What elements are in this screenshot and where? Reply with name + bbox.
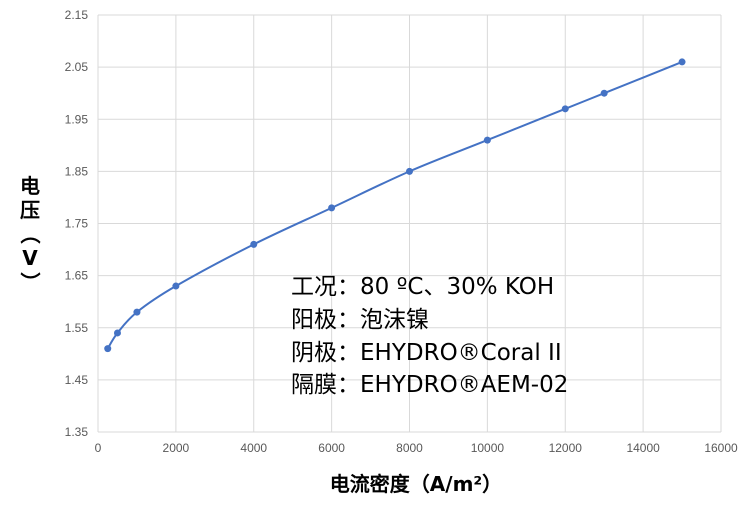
annotation-membrane: 隔膜：EHYDRO®AEM-02 <box>291 372 568 398</box>
y-tick-label: 1.95 <box>65 112 89 126</box>
y-axis-title-char: 压 <box>20 198 40 222</box>
y-tick-label: 1.35 <box>65 425 89 439</box>
x-tick-label: 16000 <box>704 441 738 455</box>
x-tick-label: 2000 <box>163 441 190 455</box>
y-tick-label: 1.55 <box>65 321 89 335</box>
x-tick-label: 12000 <box>549 441 583 455</box>
data-point <box>113 329 121 337</box>
y-tick-label: 2.05 <box>65 60 89 74</box>
y-axis-title-char: ） <box>18 272 42 292</box>
x-tick-label: 8000 <box>396 441 423 455</box>
x-tick-label: 4000 <box>240 441 267 455</box>
data-points <box>104 58 686 353</box>
data-point <box>172 282 180 290</box>
annotation-box: 工况：80 ºC、30% KOH 阳极：泡沫镍 阴极：EHYDRO®Coral … <box>291 274 568 398</box>
y-axis-title-char: 电 <box>20 174 40 198</box>
annotation-cathode: 阴极：EHYDRO®Coral II <box>291 340 562 366</box>
y-axis-title-char: V <box>22 246 38 270</box>
x-axis-title: 电流密度（A/m²） <box>330 472 502 496</box>
data-point <box>406 167 413 175</box>
x-tick-label: 14000 <box>626 441 660 455</box>
data-point <box>678 58 686 66</box>
y-tick-label: 2.15 <box>65 8 89 22</box>
series-line <box>106 60 683 350</box>
y-tick-label: 1.85 <box>65 164 89 178</box>
y-axis-title-char: （ <box>18 224 42 244</box>
data-point <box>561 105 569 113</box>
y-tick-label: 1.45 <box>65 373 89 387</box>
y-tick-label: 1.75 <box>65 217 89 231</box>
y-tick-labels: 1.35 1.45 1.55 1.65 1.75 1.85 1.95 2.05 2.15 <box>65 8 89 439</box>
data-point <box>483 136 491 144</box>
x-tick-label: 10000 <box>471 441 505 455</box>
data-point <box>328 204 336 212</box>
x-tick-labels: 0 2000 4000 6000 8000 10000 12000 14000 16000 <box>95 441 738 455</box>
data-point <box>104 345 112 353</box>
data-point <box>600 89 608 97</box>
y-tick-label: 1.65 <box>65 269 89 283</box>
x-tick-label: 6000 <box>318 441 345 455</box>
data-point <box>133 308 141 316</box>
annotation-anode: 阳极：泡沫镍 <box>291 307 429 333</box>
data-point <box>250 240 258 248</box>
y-axis-title: 电压（V） <box>18 174 42 292</box>
x-tick-label: 0 <box>95 441 102 455</box>
grid-lines <box>97 14 722 433</box>
annotation-conditions: 工况：80 ºC、30% KOH <box>291 274 554 300</box>
